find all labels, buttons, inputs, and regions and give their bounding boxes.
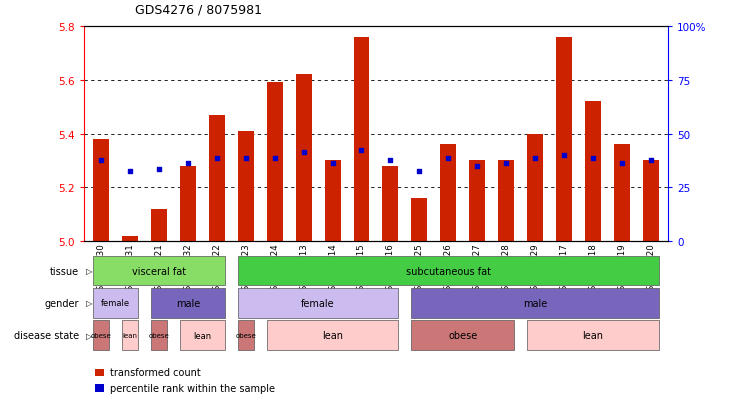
Point — [96, 158, 107, 164]
Text: obese: obese — [91, 332, 112, 338]
Text: lean: lean — [123, 332, 138, 338]
Bar — [383, 166, 399, 242]
Bar — [614, 145, 630, 242]
Bar — [122, 236, 138, 242]
Text: GDS4276 / 8075981: GDS4276 / 8075981 — [135, 4, 262, 17]
Text: lean: lean — [583, 330, 603, 340]
Bar — [325, 161, 340, 242]
Text: female: female — [301, 298, 335, 308]
Point — [529, 155, 541, 162]
Bar — [266, 83, 283, 242]
Bar — [151, 209, 167, 242]
Point — [269, 155, 280, 162]
Bar — [296, 75, 312, 242]
Point — [153, 166, 165, 173]
Text: male: male — [176, 298, 200, 308]
Bar — [238, 132, 254, 242]
Point — [500, 161, 512, 167]
Point — [356, 147, 367, 154]
Text: transformed count: transformed count — [110, 368, 200, 377]
Bar — [440, 145, 456, 242]
Bar — [642, 161, 658, 242]
Bar — [498, 161, 514, 242]
Bar — [527, 134, 543, 242]
Text: disease state: disease state — [14, 330, 79, 340]
Bar — [469, 161, 485, 242]
Bar — [209, 116, 225, 242]
Text: percentile rank within the sample: percentile rank within the sample — [110, 383, 274, 393]
Point — [124, 169, 136, 175]
Point — [211, 155, 223, 162]
Bar — [353, 38, 369, 242]
Point — [298, 150, 310, 157]
Bar — [93, 140, 110, 242]
Point — [645, 158, 656, 164]
Text: visceral fat: visceral fat — [132, 266, 186, 276]
Text: obese: obese — [149, 332, 169, 338]
Text: ▷: ▷ — [86, 299, 93, 308]
Text: subcutaneous fat: subcutaneous fat — [406, 266, 491, 276]
Point — [587, 155, 599, 162]
Text: female: female — [101, 299, 131, 308]
Bar — [180, 166, 196, 242]
Point — [327, 161, 339, 167]
Point — [182, 161, 194, 167]
Bar — [556, 38, 572, 242]
Point — [413, 169, 425, 175]
Point — [616, 161, 628, 167]
Text: lean: lean — [193, 331, 212, 340]
Point — [385, 158, 396, 164]
Text: lean: lean — [322, 330, 343, 340]
Bar — [585, 102, 601, 242]
Text: ▷: ▷ — [86, 331, 93, 340]
Text: gender: gender — [45, 298, 79, 308]
Point — [442, 155, 454, 162]
Text: ▷: ▷ — [86, 266, 93, 275]
Point — [472, 163, 483, 170]
Point — [240, 155, 252, 162]
Text: obese: obese — [448, 330, 477, 340]
Text: obese: obese — [236, 332, 256, 338]
Bar — [412, 199, 427, 242]
Text: male: male — [523, 298, 547, 308]
Text: tissue: tissue — [50, 266, 79, 276]
Point — [558, 152, 569, 159]
